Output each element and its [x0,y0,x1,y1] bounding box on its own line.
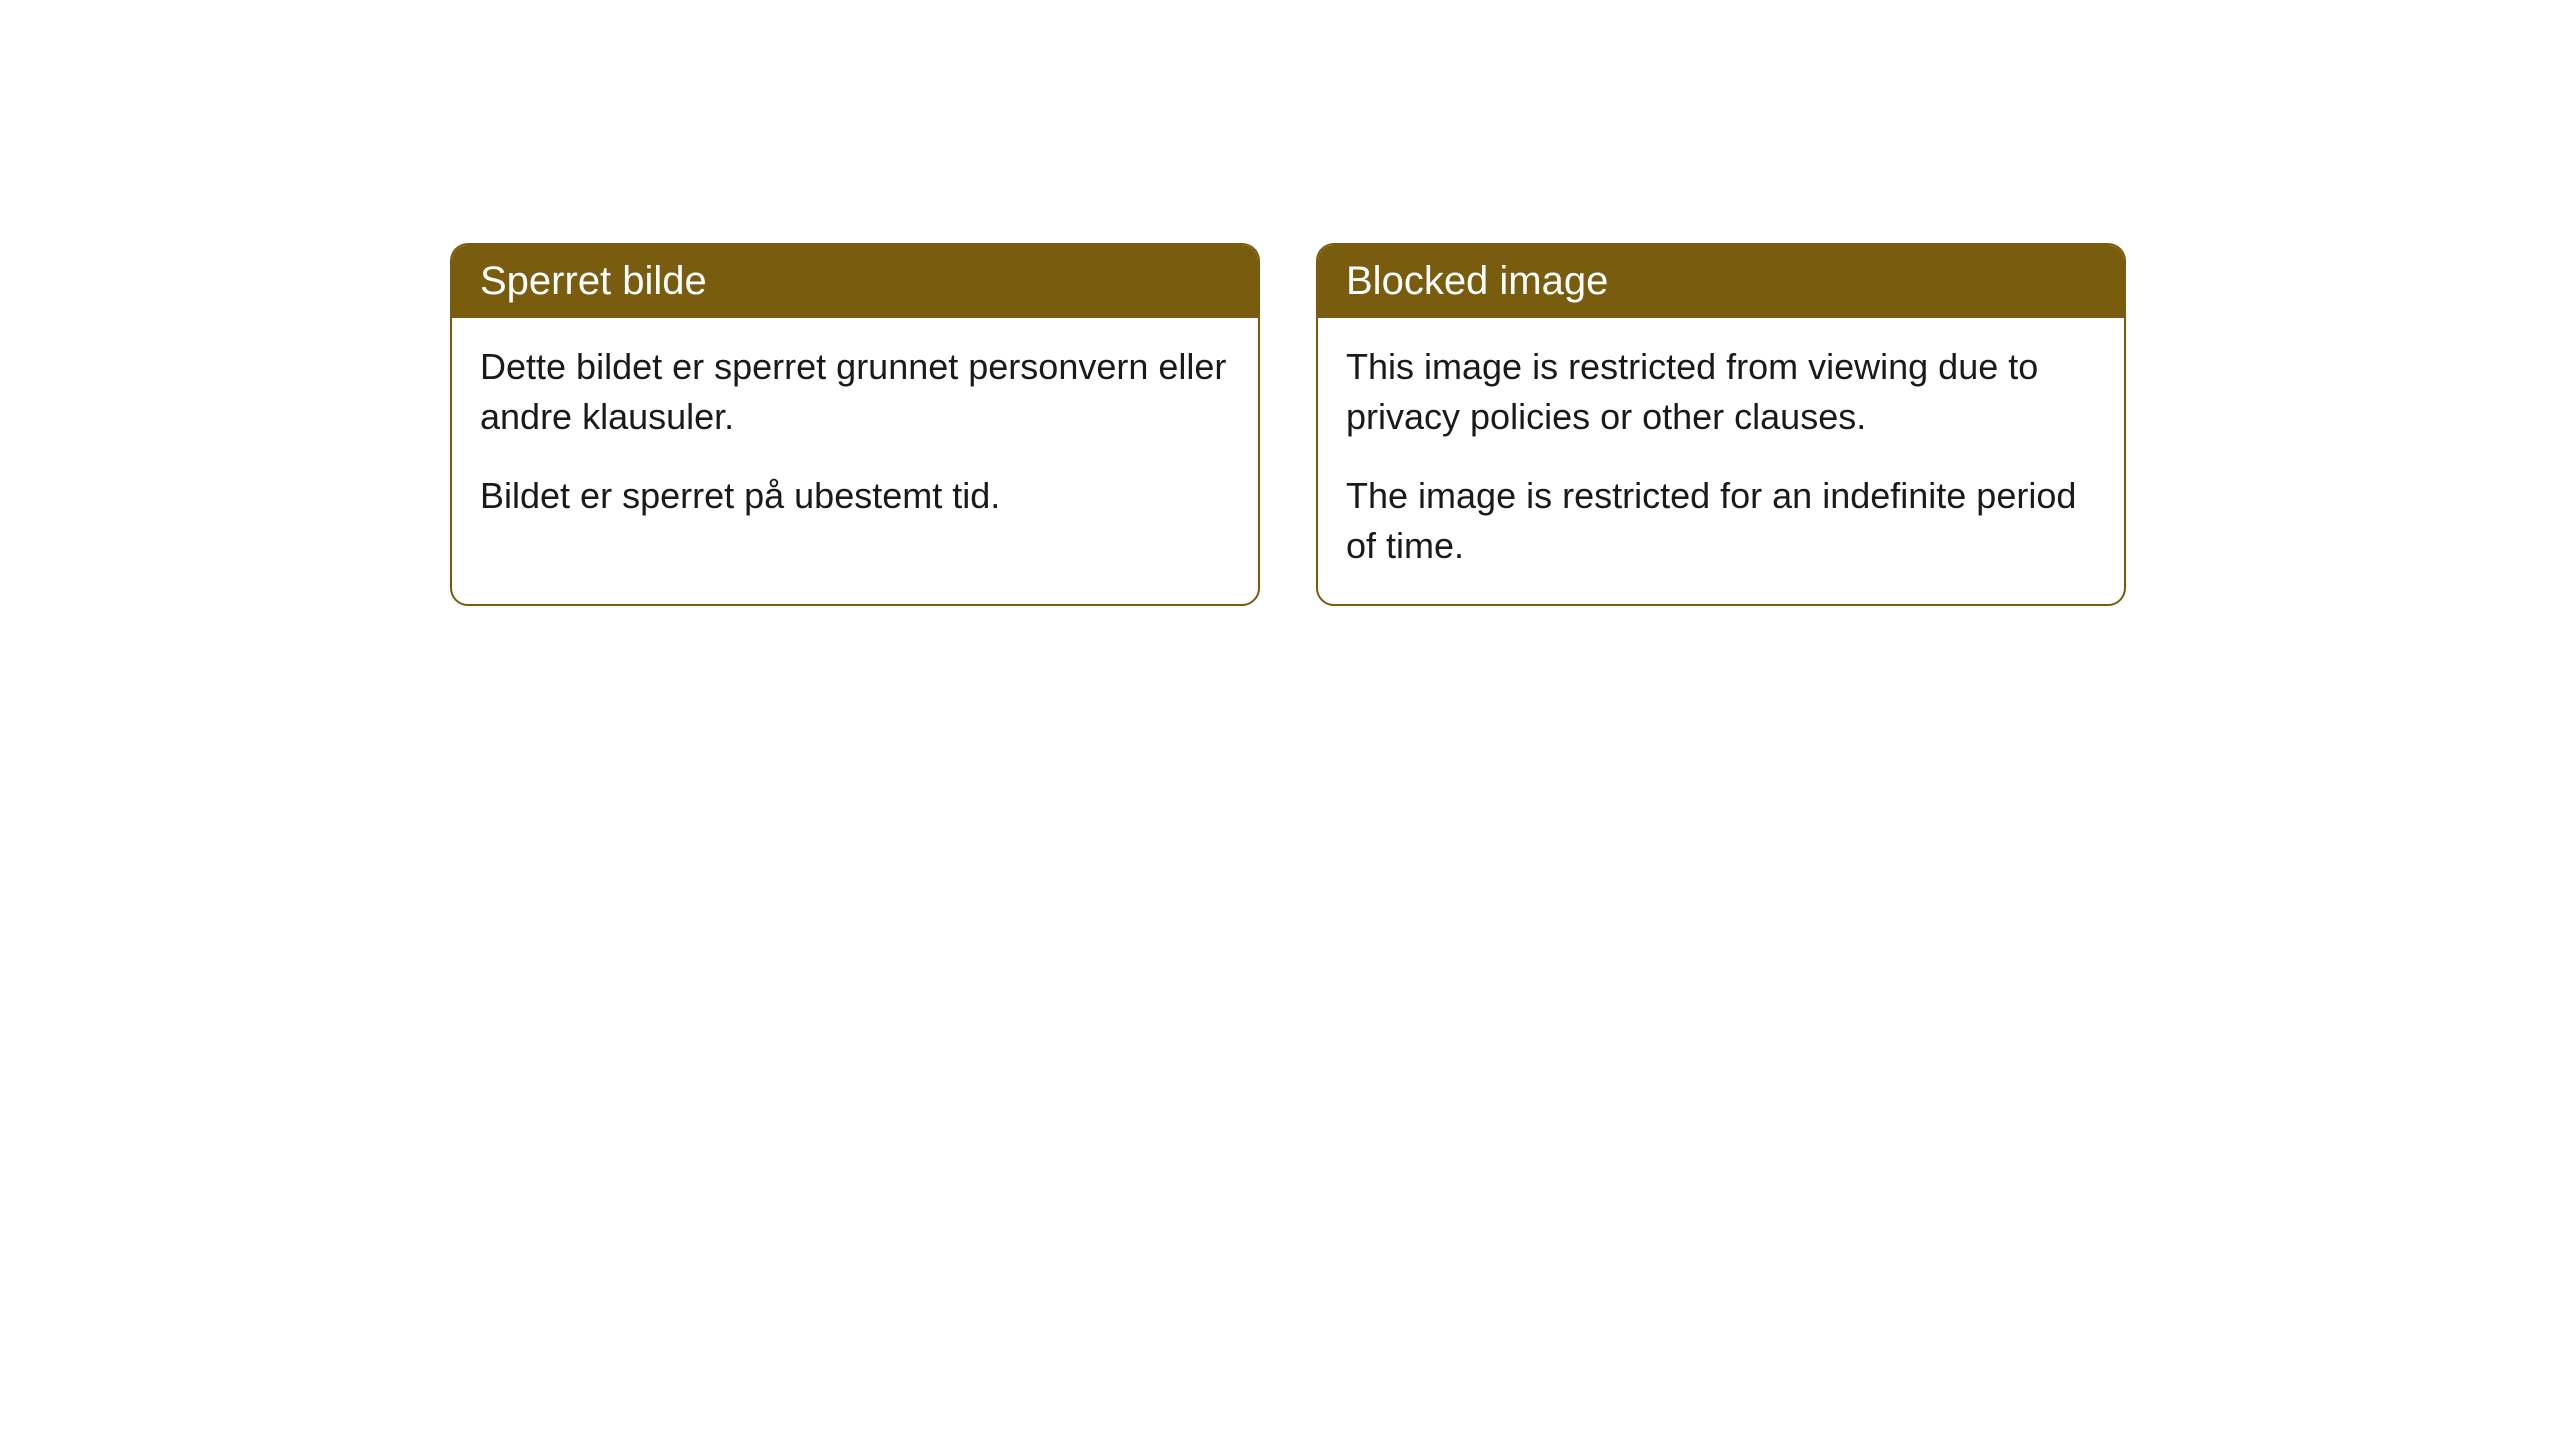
card-paragraph: The image is restricted for an indefinit… [1346,471,2096,572]
card-header: Sperret bilde [452,245,1258,318]
notice-card-english: Blocked image This image is restricted f… [1316,243,2126,606]
card-body: Dette bildet er sperret grunnet personve… [452,318,1258,553]
card-paragraph: Bildet er sperret på ubestemt tid. [480,471,1230,521]
card-body: This image is restricted from viewing du… [1318,318,2124,604]
notice-card-norwegian: Sperret bilde Dette bildet er sperret gr… [450,243,1260,606]
card-title: Blocked image [1346,259,1608,303]
card-paragraph: Dette bildet er sperret grunnet personve… [480,342,1230,443]
card-title: Sperret bilde [480,259,707,303]
card-paragraph: This image is restricted from viewing du… [1346,342,2096,443]
notice-container: Sperret bilde Dette bildet er sperret gr… [0,0,2560,606]
card-header: Blocked image [1318,245,2124,318]
